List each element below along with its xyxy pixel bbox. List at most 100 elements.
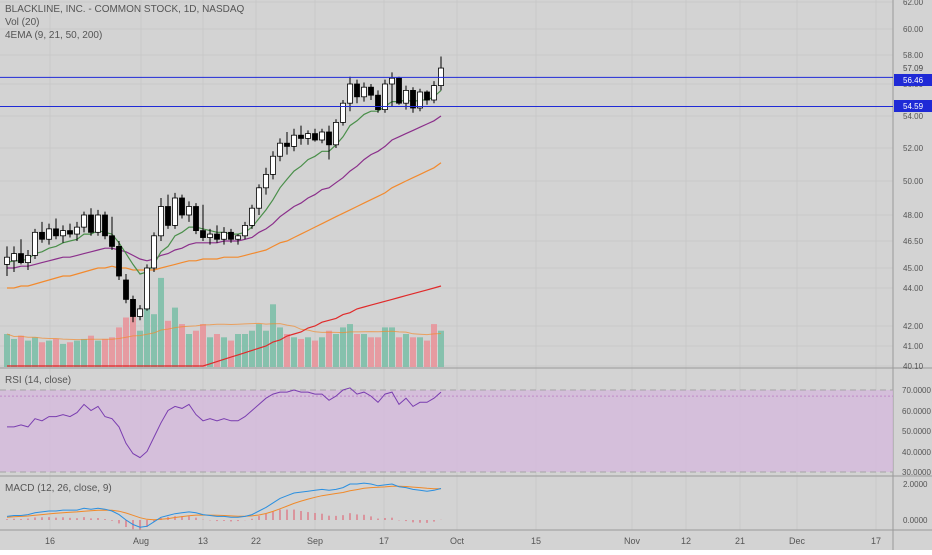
- volume-bar: [151, 314, 157, 367]
- candle-body: [298, 134, 304, 139]
- volume-bar: [417, 337, 423, 367]
- candle-body: [396, 77, 402, 104]
- volume-bar: [389, 327, 395, 367]
- volume-bar: [333, 334, 339, 367]
- volume-bar: [228, 340, 234, 367]
- candle-body: [137, 308, 143, 317]
- volume-bar: [144, 304, 150, 367]
- level-low-badge-bg: [894, 100, 932, 112]
- candle-body: [81, 214, 87, 228]
- volume-bar: [165, 320, 171, 367]
- candle-body: [32, 231, 38, 256]
- candle-body: [312, 133, 318, 141]
- time-tick-label: Dec: [789, 536, 806, 546]
- level-low-badge: 54.59: [894, 100, 932, 112]
- volume-bar: [382, 327, 388, 367]
- price-tick-label: 42.00: [903, 322, 924, 331]
- volume-bar: [361, 334, 367, 367]
- time-tick-label: 15: [531, 536, 541, 546]
- candle-body: [242, 224, 248, 237]
- volume-bar: [109, 337, 115, 367]
- ema-label: 4EMA (9, 21, 50, 200): [5, 30, 102, 41]
- macd-pane: [6, 482, 442, 530]
- last-price-marker: 57.09: [903, 64, 924, 73]
- rsi-tick-label: 60.0000: [902, 407, 931, 416]
- volume-bar: [263, 330, 269, 367]
- volume-bar: [74, 340, 80, 367]
- volume-ma-line: [6, 322, 442, 341]
- time-tick-label: Aug: [133, 536, 149, 546]
- volume-bar: [53, 338, 59, 367]
- candlesticks[interactable]: [4, 56, 444, 323]
- volume-bar: [312, 340, 318, 367]
- volume-bar: [354, 334, 360, 367]
- candle-body: [214, 233, 220, 240]
- volume-bar: [123, 317, 129, 367]
- candle-body: [249, 207, 255, 226]
- candle-body: [158, 206, 164, 237]
- time-tick-label: 21: [735, 536, 745, 546]
- candle-body: [25, 254, 31, 263]
- rsi-series-line: [7, 387, 442, 459]
- time-tick-label: Sep: [307, 536, 323, 546]
- candle-body: [207, 233, 213, 238]
- candle-body: [39, 231, 45, 240]
- candle-body: [284, 142, 290, 147]
- candle-body: [361, 86, 367, 98]
- volume-bar: [116, 327, 122, 367]
- volume-bar: [235, 334, 241, 367]
- candle-body: [109, 235, 115, 247]
- macd-axis: 2.0000 0.0000: [903, 480, 928, 525]
- time-axis[interactable]: 16 Aug 13 22 Sep 17 Oct 15 Nov 12 21 Dec 17: [45, 536, 881, 546]
- candle-body: [431, 85, 437, 101]
- volume-bar: [200, 324, 206, 367]
- time-tick-label: 17: [379, 536, 389, 546]
- ema200-line: [7, 285, 442, 367]
- candle-body: [200, 230, 206, 238]
- volume-bar: [319, 337, 325, 367]
- candle-body: [116, 245, 122, 277]
- candle-body: [67, 230, 73, 235]
- rsi-tick-label: 70.0000: [902, 386, 931, 395]
- volume-bar: [326, 330, 332, 367]
- candle-body: [18, 253, 24, 264]
- volume-bar: [95, 340, 101, 367]
- price-tick-label: 52.00: [903, 144, 924, 153]
- level-high-value: 56.46: [903, 76, 924, 85]
- volume-bar: [368, 337, 374, 367]
- volume-bar: [375, 337, 381, 367]
- time-tick-label: 13: [198, 536, 208, 546]
- price-tick-label: 54.00: [903, 112, 924, 121]
- price-tick-label: 44.00: [903, 284, 924, 293]
- volume-bar: [431, 324, 437, 367]
- volume-bar: [186, 334, 192, 367]
- price-tick-label: 62.00: [903, 0, 924, 7]
- volume-bar: [270, 304, 276, 367]
- volume-bar: [4, 334, 10, 367]
- level-low-value: 54.59: [903, 102, 924, 111]
- level-high-badge-bg: [894, 74, 932, 86]
- time-tick-label: 12: [681, 536, 691, 546]
- candle-body: [11, 253, 17, 262]
- price-tick-label: 40.10: [903, 362, 924, 371]
- last-price-label: 57.09: [903, 64, 924, 73]
- candle-body: [95, 214, 101, 233]
- time-tick-label: 16: [45, 536, 55, 546]
- rsi-tick-label: 40.0000: [902, 448, 931, 457]
- candle-body: [4, 256, 10, 265]
- time-tick-label: Nov: [624, 536, 641, 546]
- macd-line: [6, 482, 442, 528]
- price-tick-label: 48.00: [903, 211, 924, 220]
- candle-body: [186, 206, 192, 216]
- volume-bar: [207, 337, 213, 367]
- volume-bar: [277, 327, 283, 367]
- macd-tick-label: 0.0000: [903, 516, 928, 525]
- volume-bar: [11, 338, 17, 367]
- chart-title: BLACKLINE, INC. - COMMON STOCK, 1D, NASD…: [5, 4, 245, 15]
- candle-body: [144, 267, 150, 310]
- candle-body: [347, 83, 353, 104]
- candle-body: [410, 90, 416, 109]
- candle-body: [74, 226, 80, 235]
